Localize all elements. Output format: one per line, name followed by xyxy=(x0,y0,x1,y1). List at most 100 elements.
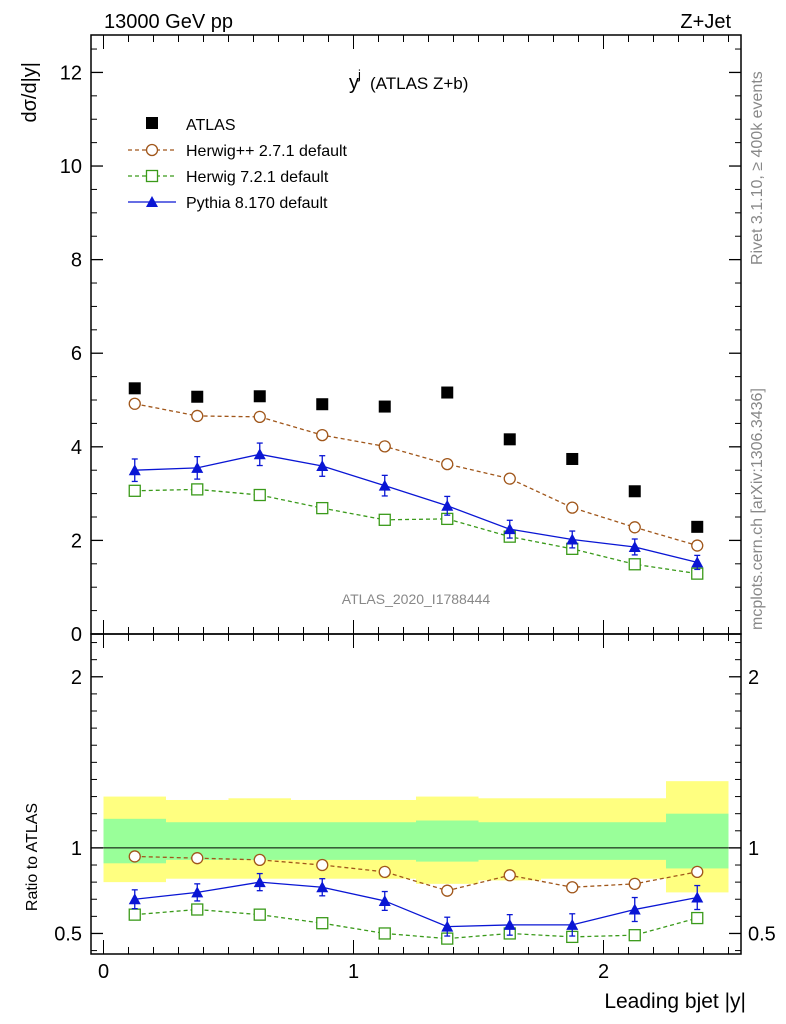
main-point-herwig-2-7-1-default xyxy=(691,539,704,552)
main-point-atlas xyxy=(441,386,454,399)
ratio-band-green xyxy=(666,813,729,869)
ratio-point-herwig-2-7-1-default xyxy=(566,881,579,894)
legend-marker-atlas xyxy=(146,117,158,129)
ratio-ytick-label-right: 0.5 xyxy=(748,923,776,945)
main-ytick-label: 6 xyxy=(71,343,82,365)
ratio-panel: 0.5 0.5 1 1 2 2 0 1 2 Ratio to ATLAS Leading bje… xyxy=(24,633,776,1013)
ratio-point-herwig-2-7-1-default xyxy=(191,852,204,865)
plot-title: y j (ATLAS Z+b) xyxy=(349,67,468,94)
main-point-herwig-7-2-1-default xyxy=(128,484,141,497)
ratio-band-green xyxy=(228,822,291,860)
main-point-herwig-2-7-1-default xyxy=(316,428,329,442)
main-point-herwig-2-7-1-default xyxy=(191,409,204,423)
ratio-point-pythia-8-170-default xyxy=(691,891,704,903)
ratio-point-pythia-8-170-default xyxy=(191,886,204,898)
ratio-line-herwig-2-7-1-default xyxy=(134,855,698,892)
main-line-herwig-7-2-1-default xyxy=(134,488,698,575)
main-ytick-label: 10 xyxy=(60,156,82,178)
ratio-point-herwig-2-7-1-default xyxy=(253,853,266,867)
main-ytick-label: 8 xyxy=(71,250,82,272)
main-point-herwig-7-2-1-default xyxy=(253,488,266,502)
ratio-point-pythia-8-170-default xyxy=(566,918,579,930)
main-point-herwig-2-7-1-default xyxy=(628,521,641,534)
main-point-pythia-8-170-default xyxy=(503,523,516,535)
ratio-point-pythia-8-170-default xyxy=(378,894,391,906)
ratio-band-green xyxy=(478,822,541,860)
ratio-point-herwig-7-2-1-default xyxy=(191,903,204,916)
ratio-xtick-label: 2 xyxy=(598,961,609,983)
ratio-point-herwig-2-7-1-default xyxy=(628,877,641,890)
main-point-pythia-8-170-default xyxy=(628,540,641,552)
main-point-herwig-7-2-1-default xyxy=(628,558,641,571)
ratio-point-pythia-8-170-default xyxy=(503,918,516,930)
main-ytick-label: 12 xyxy=(60,62,82,84)
main-point-herwig-7-2-1-default xyxy=(191,483,204,496)
ratio-line-pythia-8-170-default xyxy=(134,881,698,928)
ratio-point-herwig-7-2-1-default xyxy=(378,927,391,940)
ratio-point-herwig-7-2-1-default xyxy=(691,911,704,925)
legend-label-herwigpp: Herwig++ 2.7.1 default xyxy=(186,143,348,160)
main-point-atlas xyxy=(253,390,266,403)
ratio-ytick-label-right: 1 xyxy=(748,838,759,860)
ratio-point-herwig-7-2-1-default xyxy=(316,917,329,930)
ratio-ytick-label: 1 xyxy=(71,838,82,860)
ratio-point-herwig-2-7-1-default xyxy=(316,858,329,872)
ratio-point-pythia-8-170-default xyxy=(316,881,329,893)
main-point-pythia-8-170-default xyxy=(691,556,704,568)
main-ytick-label: 0 xyxy=(71,624,82,646)
legend-marker-herwigpp xyxy=(145,143,159,157)
ratio-ylabel: Ratio to ATLAS xyxy=(24,803,41,911)
plot-title-superscript: j xyxy=(357,67,361,82)
ratio-ytick-label: 0.5 xyxy=(54,923,82,945)
main-point-herwig-7-2-1-default xyxy=(378,513,391,526)
main-point-atlas xyxy=(191,390,204,403)
analysis-watermark: ATLAS_2020_I1788444 xyxy=(342,591,491,607)
main-point-atlas xyxy=(691,520,704,533)
header-left: 13000 GeV pp xyxy=(104,11,233,33)
ratio-point-pythia-8-170-default xyxy=(128,893,141,905)
ratio-point-pythia-8-170-default xyxy=(628,903,641,915)
ratio-point-herwig-2-7-1-default xyxy=(441,884,454,897)
ratio-point-herwig-7-2-1-default xyxy=(253,908,266,921)
main-point-pythia-8-170-default xyxy=(441,499,454,511)
ratio-point-herwig-2-7-1-default xyxy=(378,865,391,879)
ratio-band-green xyxy=(291,822,354,860)
legend-marker-herwig7 xyxy=(145,169,159,183)
ratio-ytick-label-right: 2 xyxy=(748,667,759,689)
main-point-herwig-2-7-1-default xyxy=(128,397,141,410)
ratio-band-green xyxy=(603,822,666,860)
main-ytick-label: 2 xyxy=(71,530,82,552)
ratio-xtick-label: 0 xyxy=(98,961,109,983)
main-panel: 0 2 4 6 8 10 12 dσ/d|y| y j (ATLAS Z+b) ATLAS … xyxy=(19,34,742,646)
main-point-atlas xyxy=(378,400,391,413)
main-point-pythia-8-170-default xyxy=(128,464,141,476)
main-point-atlas xyxy=(503,433,516,446)
ratio-point-herwig-2-7-1-default xyxy=(503,869,516,882)
main-point-pythia-8-170-default xyxy=(566,533,579,545)
main-ytick-label: 4 xyxy=(71,437,82,459)
ratio-band-green xyxy=(353,822,416,860)
main-line-herwig-2-7-1-default xyxy=(134,403,698,547)
ratio-panel-frame xyxy=(90,633,742,955)
ratio-xlabel: Leading bjet |y| xyxy=(604,990,746,1013)
ratio-band-green xyxy=(416,820,479,862)
main-point-atlas xyxy=(628,485,641,498)
main-point-herwig-2-7-1-default xyxy=(503,472,516,485)
main-point-pythia-8-170-default xyxy=(253,448,266,460)
main-point-herwig-2-7-1-default xyxy=(441,457,454,471)
legend-label-pythia: Pythia 8.170 default xyxy=(186,195,328,212)
ratio-point-pythia-8-170-default xyxy=(253,876,266,888)
side-label-mcplots: mcplots.cern.ch [arXiv:1306.3436] xyxy=(749,388,766,630)
ratio-point-herwig-2-7-1-default xyxy=(128,850,141,863)
ratio-line-herwig-7-2-1-default xyxy=(134,908,698,940)
main-point-pythia-8-170-default xyxy=(191,461,204,473)
main-point-atlas xyxy=(566,452,579,465)
main-point-herwig-2-7-1-default xyxy=(566,501,579,514)
main-point-atlas xyxy=(316,398,329,411)
ratio-point-herwig-2-7-1-default xyxy=(691,865,704,879)
ratio-point-herwig-7-2-1-default xyxy=(128,908,141,921)
ratio-point-pythia-8-170-default xyxy=(441,920,454,932)
main-point-herwig-2-7-1-default xyxy=(378,440,391,453)
main-point-herwig-7-2-1-default xyxy=(316,501,329,515)
